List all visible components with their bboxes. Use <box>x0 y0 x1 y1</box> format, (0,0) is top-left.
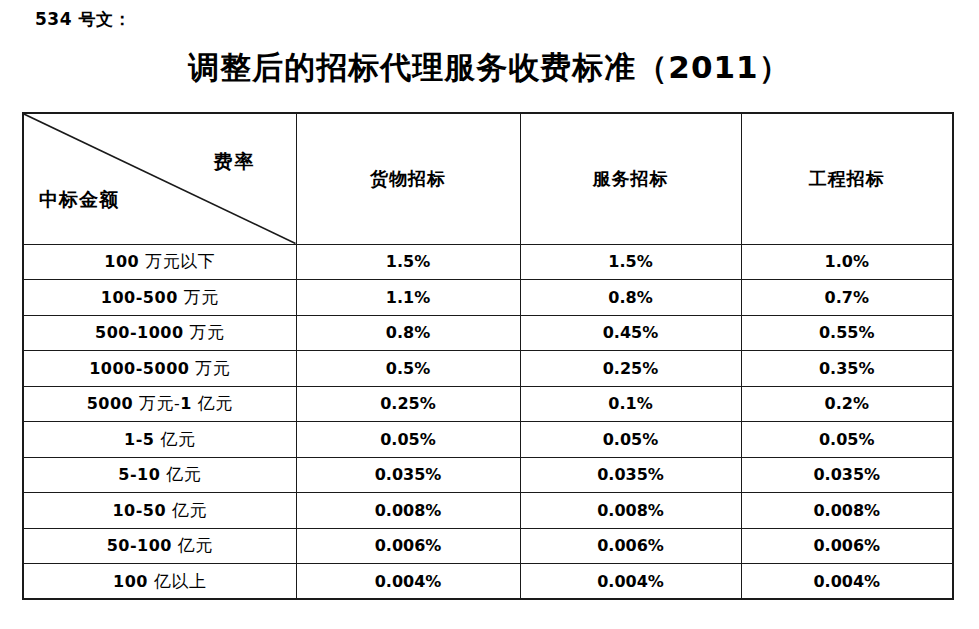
amount-range-label: 100-500 万元 <box>23 280 296 316</box>
engineering-rate-value: 0.05% <box>741 422 953 458</box>
fee-table-body: 100 万元以下 1.5% 1.5% 1.0% 100-500 万元 1.1% … <box>23 244 953 599</box>
goods-rate-value: 1.1% <box>296 280 520 316</box>
table-row: 5-10 亿元 0.035% 0.035% 0.035% <box>23 457 953 493</box>
goods-rate-value: 0.5% <box>296 351 520 387</box>
corner-label-bid-amount: 中标金额 <box>39 187 119 213</box>
services-rate-value: 0.006% <box>520 528 741 564</box>
diagonal-divider-line <box>24 114 296 244</box>
table-row: 1000-5000 万元 0.5% 0.25% 0.35% <box>23 351 953 387</box>
services-rate-value: 0.45% <box>520 315 741 351</box>
services-rate-value: 0.25% <box>520 351 741 387</box>
table-row: 5000 万元-1 亿元 0.25% 0.1% 0.2% <box>23 386 953 422</box>
column-header-goods-bidding: 货物招标 <box>296 113 520 244</box>
column-header-engineering-bidding: 工程招标 <box>741 113 953 244</box>
engineering-rate-value: 0.55% <box>741 315 953 351</box>
amount-range-label: 100 万元以下 <box>23 244 296 280</box>
amount-range-label: 500-1000 万元 <box>23 315 296 351</box>
table-row: 1-5 亿元 0.05% 0.05% 0.05% <box>23 422 953 458</box>
amount-range-label: 100 亿以上 <box>23 564 296 600</box>
services-rate-value: 1.5% <box>520 244 741 280</box>
goods-rate-value: 0.006% <box>296 528 520 564</box>
document-page: 534 号文： 调整后的招标代理服务收费标准（2011） 费率 中标金额 货物招… <box>0 0 979 629</box>
engineering-rate-value: 0.006% <box>741 528 953 564</box>
goods-rate-value: 0.8% <box>296 315 520 351</box>
table-row: 10-50 亿元 0.008% 0.008% 0.008% <box>23 493 953 529</box>
engineering-rate-value: 0.008% <box>741 493 953 529</box>
amount-range-label: 10-50 亿元 <box>23 493 296 529</box>
engineering-rate-value: 0.004% <box>741 564 953 600</box>
engineering-rate-value: 1.0% <box>741 244 953 280</box>
engineering-rate-value: 0.7% <box>741 280 953 316</box>
table-row: 500-1000 万元 0.8% 0.45% 0.55% <box>23 315 953 351</box>
table-row: 100 万元以下 1.5% 1.5% 1.0% <box>23 244 953 280</box>
engineering-rate-value: 0.035% <box>741 457 953 493</box>
corner-header-cell: 费率 中标金额 <box>23 113 296 244</box>
goods-rate-value: 0.004% <box>296 564 520 600</box>
doc-number: 534 号文： <box>35 8 131 31</box>
table-row: 100 亿以上 0.004% 0.004% 0.004% <box>23 564 953 600</box>
table-row: 50-100 亿元 0.006% 0.006% 0.006% <box>23 528 953 564</box>
fee-table: 费率 中标金额 货物招标 服务招标 工程招标 100 万元以下 1.5% 1.5… <box>22 112 954 600</box>
amount-range-label: 1000-5000 万元 <box>23 351 296 387</box>
column-header-services-bidding: 服务招标 <box>520 113 741 244</box>
amount-range-label: 1-5 亿元 <box>23 422 296 458</box>
services-rate-value: 0.05% <box>520 422 741 458</box>
engineering-rate-value: 0.2% <box>741 386 953 422</box>
services-rate-value: 0.008% <box>520 493 741 529</box>
page-title: 调整后的招标代理服务收费标准（2011） <box>0 47 979 89</box>
table-row: 100-500 万元 1.1% 0.8% 0.7% <box>23 280 953 316</box>
goods-rate-value: 1.5% <box>296 244 520 280</box>
amount-range-label: 5000 万元-1 亿元 <box>23 386 296 422</box>
goods-rate-value: 0.05% <box>296 422 520 458</box>
goods-rate-value: 0.25% <box>296 386 520 422</box>
goods-rate-value: 0.008% <box>296 493 520 529</box>
services-rate-value: 0.1% <box>520 386 741 422</box>
services-rate-value: 0.004% <box>520 564 741 600</box>
goods-rate-value: 0.035% <box>296 457 520 493</box>
header-row: 费率 中标金额 货物招标 服务招标 工程招标 <box>23 113 953 244</box>
engineering-rate-value: 0.35% <box>741 351 953 387</box>
amount-range-label: 50-100 亿元 <box>23 528 296 564</box>
amount-range-label: 5-10 亿元 <box>23 457 296 493</box>
services-rate-value: 0.8% <box>520 280 741 316</box>
corner-label-rate: 费率 <box>214 149 256 175</box>
services-rate-value: 0.035% <box>520 457 741 493</box>
